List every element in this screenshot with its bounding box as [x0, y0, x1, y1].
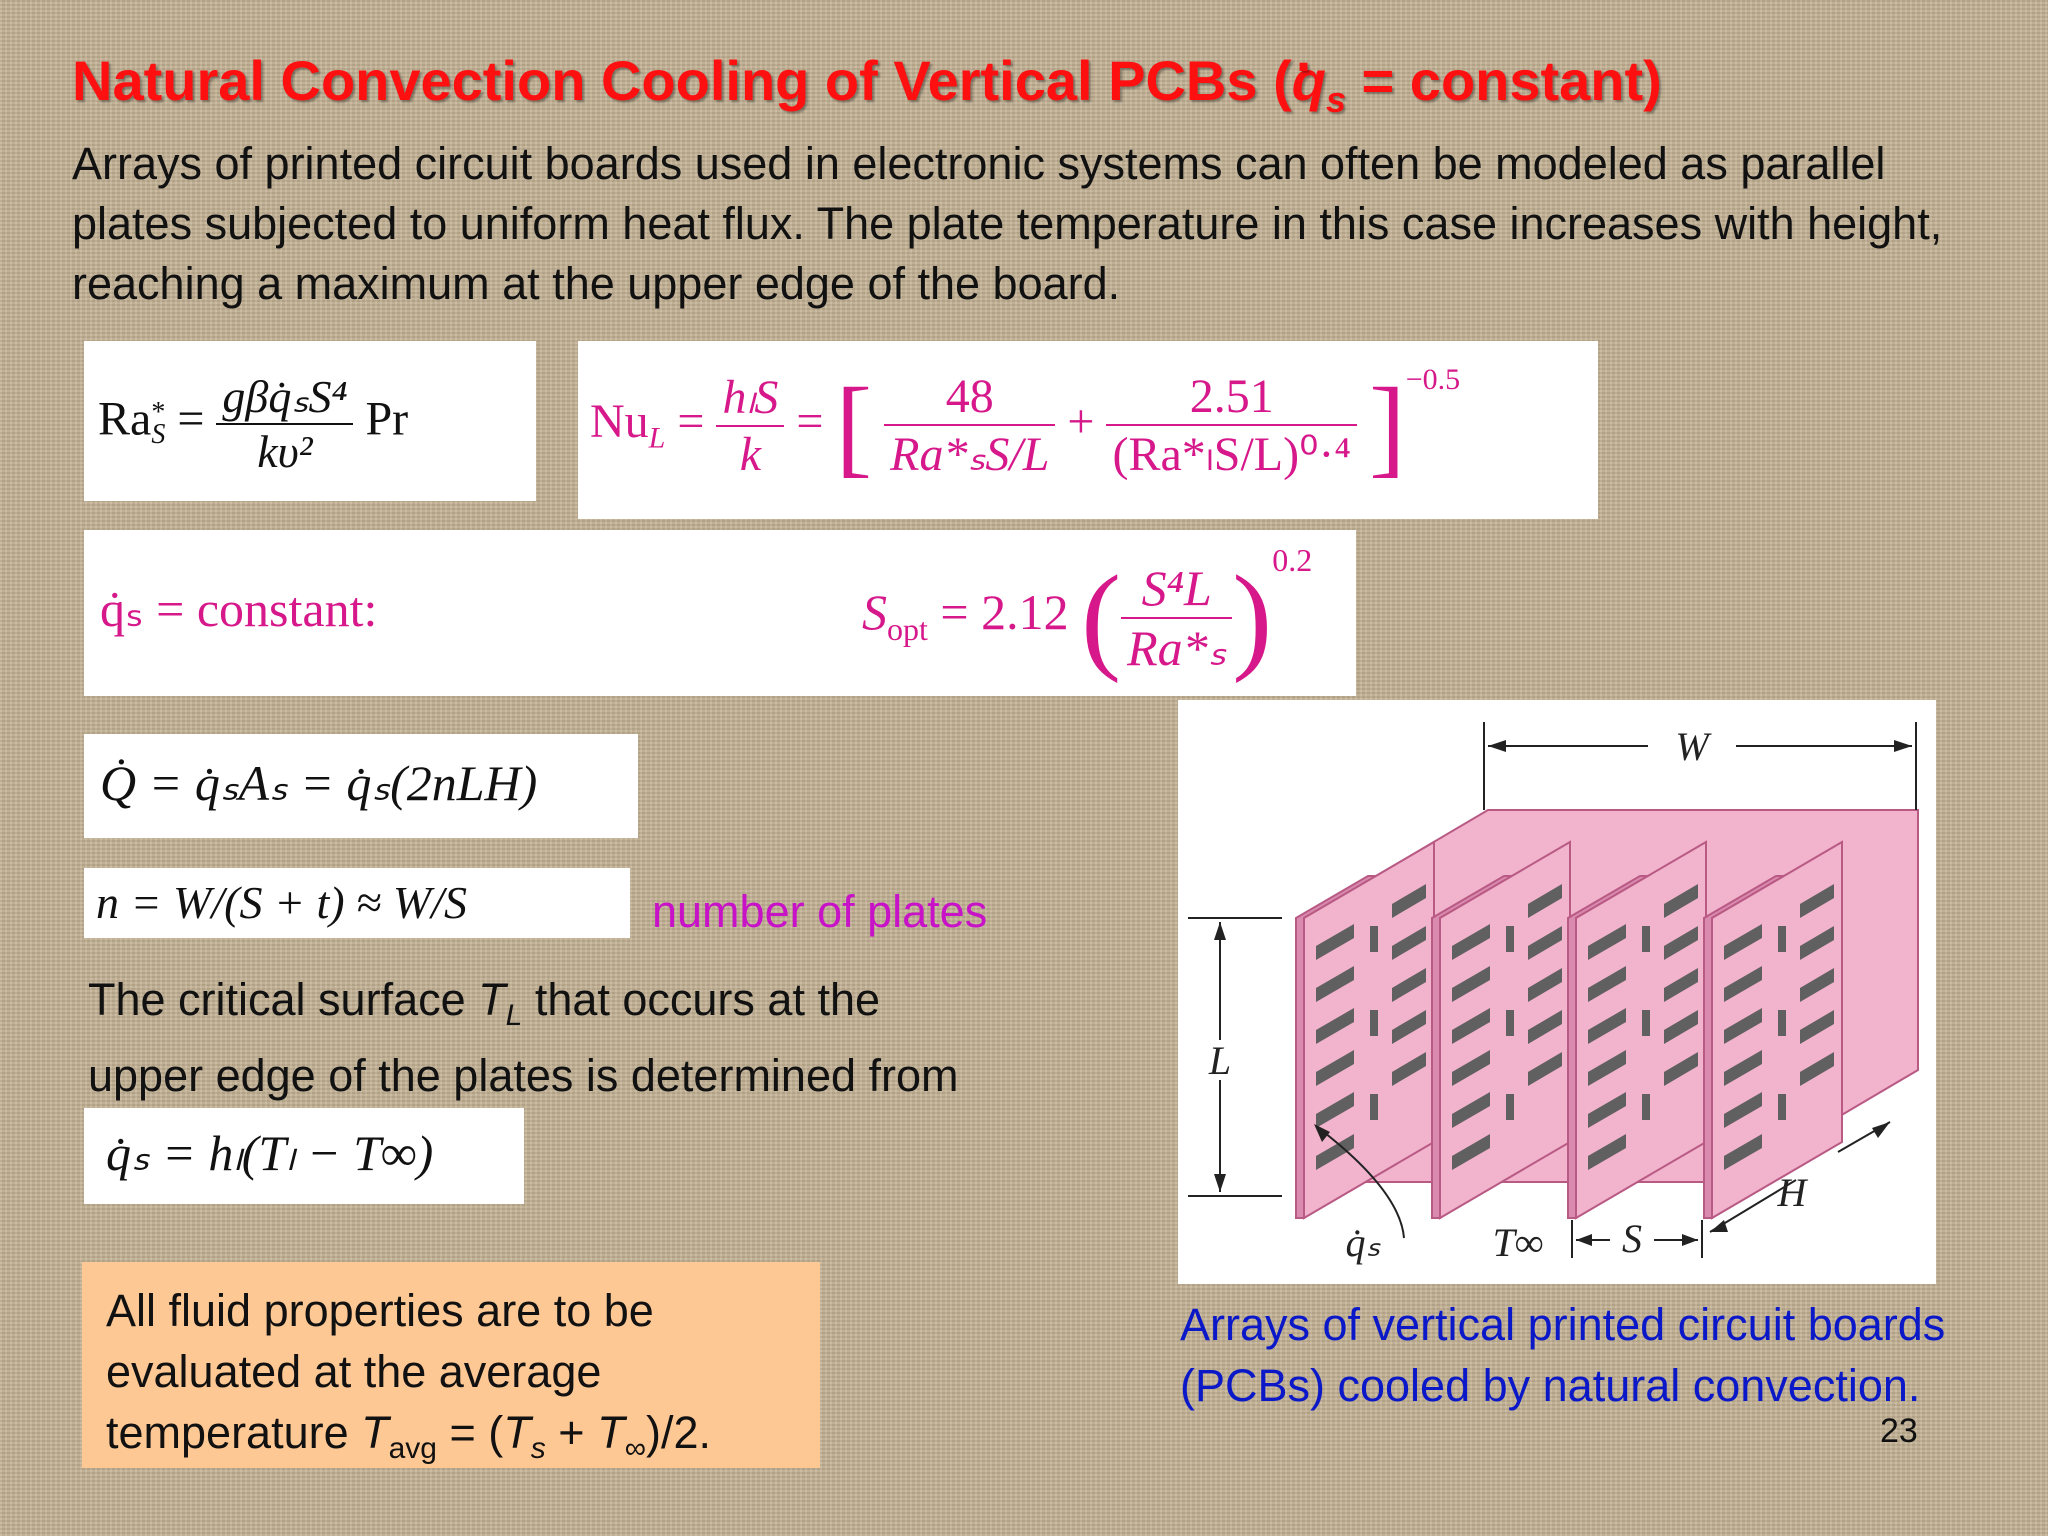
length-label: L [1208, 1038, 1231, 1083]
component-slot [1316, 1008, 1354, 1044]
component-slot [1664, 926, 1698, 960]
surface-temperature-box: q̇ₛ = hₗ(Tₗ − T∞) [84, 1108, 524, 1204]
component-slot [1664, 1010, 1698, 1044]
component-slot [1316, 1092, 1354, 1128]
plates-group [1295, 809, 1919, 1220]
pcb-array-diagram: W L H S q̇ₛ T∞ [1188, 722, 1919, 1265]
width-label: W [1675, 724, 1712, 769]
heat-rate-equation: Q̇ = q̇ₛAₛ = q̇ₛ(2nLH) [100, 755, 538, 811]
figure-labels: W L H S q̇ₛ T∞ [1208, 724, 1809, 1265]
component-slot [1724, 966, 1762, 1002]
heat-flux-label: q̇ₛ [1346, 1220, 1382, 1265]
component-slot [1370, 926, 1378, 952]
heat-rate-box: Q̇ = q̇ₛAₛ = q̇ₛ(2nLH) [84, 734, 638, 838]
component-slot [1528, 884, 1562, 918]
number-of-plates-equation: n = W/(S + t) ≈ W/S [96, 877, 467, 928]
component-slot [1724, 1092, 1762, 1128]
component-slot [1642, 926, 1650, 952]
component-slot [1452, 924, 1490, 960]
nusselt-equation-box: NuL = hₗS k = [ 48 Ra*ₛS/L + 2.51 (Ra*ₗS/L)… [578, 341, 1598, 519]
component-slot [1506, 1094, 1514, 1120]
component-slot [1588, 1134, 1626, 1170]
spacing-label: S [1622, 1216, 1642, 1261]
qs-constant-label: q̇ₛ = constant: [100, 581, 378, 637]
component-slot [1664, 968, 1698, 1002]
component-slot [1800, 1010, 1834, 1044]
component-slot [1800, 926, 1834, 960]
component-slot [1452, 1134, 1490, 1170]
component-slot [1392, 1052, 1426, 1086]
component-slot [1800, 1052, 1834, 1086]
component-slot [1452, 966, 1490, 1002]
component-slot [1528, 926, 1562, 960]
component-slot [1642, 1010, 1650, 1036]
nusselt-equation: NuL = hₗS k = [ 48 Ra*ₛS/L + 2.51 (Ra*ₗS/L)… [590, 363, 1461, 487]
slide-title: Natural Convection Cooling of Vertical P… [72, 48, 1662, 121]
component-slot [1528, 1052, 1562, 1086]
component-slot [1664, 884, 1698, 918]
component-slot [1370, 1094, 1378, 1120]
component-slot [1506, 1010, 1514, 1036]
component-slot [1316, 966, 1354, 1002]
critical-temperature-text: The critical surface TL that occurs at t… [88, 974, 959, 1101]
component-slot [1588, 1008, 1626, 1044]
component-slot [1588, 1092, 1626, 1128]
component-slot [1370, 1010, 1378, 1036]
component-slot [1724, 1134, 1762, 1170]
fluid-properties-note: All fluid properties are to be evaluated… [82, 1262, 820, 1468]
title-q-dot: q [1292, 49, 1326, 112]
arrow-heads [1214, 740, 1912, 1246]
number-of-plates-label: number of plates [652, 886, 988, 937]
component-slot [1316, 1050, 1354, 1086]
optimal-spacing-equation: Sopt = 2.12 (S⁴L Ra*ₛ)0.2 [862, 542, 1313, 684]
component-slot [1392, 1010, 1426, 1044]
number-of-plates-box: n = W/(S + t) ≈ W/S [84, 868, 630, 938]
component-slot [1664, 1052, 1698, 1086]
component-slot [1392, 884, 1426, 918]
component-slot [1392, 926, 1426, 960]
component-slot [1316, 1134, 1354, 1170]
figure-caption: Arrays of vertical printed circuit board… [1180, 1299, 1946, 1411]
component-slot [1800, 968, 1834, 1002]
component-slot [1588, 924, 1626, 960]
component-slot [1452, 1008, 1490, 1044]
component-slot [1528, 1010, 1562, 1044]
component-slot [1316, 924, 1354, 960]
component-slot [1528, 968, 1562, 1002]
component-slot [1588, 1050, 1626, 1086]
rayleigh-equation-box: Ra * S = gβq̇ₛS⁴ kυ² Pr [84, 341, 536, 501]
component-slot [1588, 966, 1626, 1002]
intro-paragraph: Arrays of printed circuit boards used in… [72, 138, 1943, 309]
component-slot [1452, 1092, 1490, 1128]
fluid-properties-text: All fluid properties are to be evaluated… [106, 1285, 711, 1465]
component-slot [1724, 924, 1762, 960]
component-slot [1642, 1094, 1650, 1120]
page-number: 23 [1880, 1412, 1918, 1450]
component-slot [1800, 884, 1834, 918]
component-slot [1724, 1050, 1762, 1086]
component-slot [1452, 1050, 1490, 1086]
ambient-temperature-label: T∞ [1493, 1220, 1544, 1265]
component-slot [1778, 1094, 1786, 1120]
component-slot [1724, 1008, 1762, 1044]
component-slot [1778, 1010, 1786, 1036]
pcb-array-figure: W L H S q̇ₛ T∞ [1178, 700, 1936, 1284]
surface-temperature-equation: q̇ₛ = hₗ(Tₗ − T∞) [106, 1125, 434, 1181]
component-slot [1778, 926, 1786, 952]
component-slot [1506, 926, 1514, 952]
optimal-spacing-box: q̇ₛ = constant: Sopt = 2.12 (S⁴L Ra*ₛ)0.2 [84, 530, 1356, 696]
rayleigh-equation: Ra * S = gβq̇ₛS⁴ kυ² Pr [98, 371, 409, 477]
component-slot [1392, 968, 1426, 1002]
height-label: H [1777, 1170, 1809, 1215]
